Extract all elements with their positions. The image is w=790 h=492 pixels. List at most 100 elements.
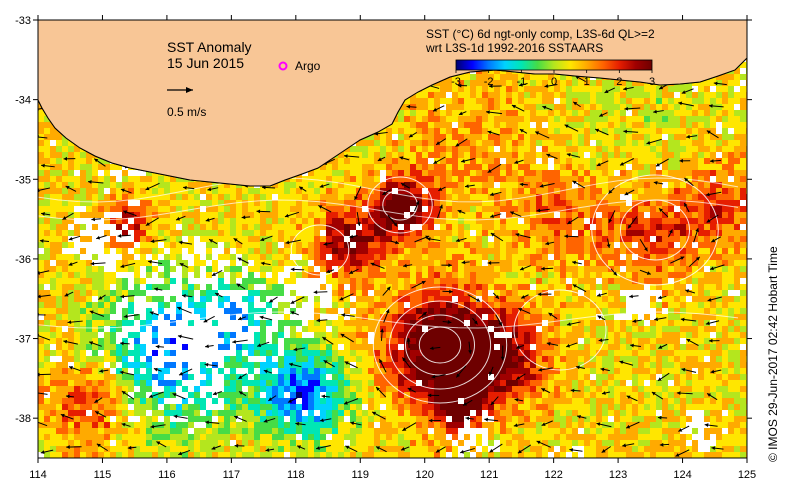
sst-pixel xyxy=(668,236,674,242)
sst-pixel xyxy=(158,206,164,212)
sst-pixel xyxy=(428,92,434,98)
sst-pixel xyxy=(158,242,164,248)
sst-pixel xyxy=(656,206,662,212)
sst-pixel xyxy=(590,242,596,248)
sst-pixel xyxy=(704,230,710,236)
sst-pixel xyxy=(542,98,548,104)
sst-pixel xyxy=(734,152,740,158)
sst-pixel xyxy=(374,146,380,152)
sst-pixel xyxy=(560,194,566,200)
sst-pixel xyxy=(380,248,386,254)
sst-pixel xyxy=(506,98,512,104)
sst-pixel xyxy=(710,236,716,242)
sst-pixel xyxy=(50,218,56,224)
sst-pixel xyxy=(638,188,644,194)
sst-pixel xyxy=(464,266,470,272)
sst-pixel xyxy=(722,230,728,236)
sst-pixel xyxy=(512,170,518,176)
sst-pixel xyxy=(716,104,722,110)
sst-pixel xyxy=(476,146,482,152)
sst-pixel xyxy=(590,212,596,218)
sst-pixel xyxy=(536,242,542,248)
sst-pixel xyxy=(194,218,200,224)
sst-pixel xyxy=(170,218,176,224)
sst-pixel xyxy=(734,206,740,212)
sst-pixel xyxy=(404,152,410,158)
sst-pixel xyxy=(56,260,62,266)
sst-pixel xyxy=(218,200,224,206)
sst-pixel xyxy=(506,74,512,80)
sst-pixel xyxy=(500,206,506,212)
sst-pixel xyxy=(470,212,476,218)
sst-pixel xyxy=(710,146,716,152)
sst-pixel xyxy=(446,140,452,146)
sst-pixel xyxy=(704,158,710,164)
sst-pixel xyxy=(614,212,620,218)
sst-pixel xyxy=(446,116,452,122)
sst-pixel xyxy=(470,74,476,80)
sst-pixel xyxy=(404,194,410,200)
sst-pixel xyxy=(554,164,560,170)
sst-pixel xyxy=(104,164,110,170)
sst-pixel xyxy=(560,248,566,254)
sst-pixel xyxy=(242,212,248,218)
sst-pixel xyxy=(650,140,656,146)
sst-pixel xyxy=(614,152,620,158)
sst-pixel xyxy=(602,224,608,230)
sst-pixel xyxy=(50,248,56,254)
sst-pixel xyxy=(236,218,242,224)
sst-pixel xyxy=(74,266,80,272)
sst-pixel xyxy=(50,254,56,260)
sst-pixel xyxy=(614,254,620,260)
sst-pixel xyxy=(704,140,710,146)
sst-pixel xyxy=(458,92,464,98)
sst-pixel xyxy=(434,146,440,152)
sst-pixel xyxy=(602,116,608,122)
sst-pixel xyxy=(614,92,620,98)
sst-pixel xyxy=(236,230,242,236)
sst-pixel xyxy=(410,242,416,248)
sst-pixel xyxy=(464,224,470,230)
sst-pixel xyxy=(404,140,410,146)
sst-pixel xyxy=(644,152,650,158)
sst-pixel xyxy=(518,110,524,116)
sst-pixel xyxy=(530,188,536,194)
sst-pixel xyxy=(302,182,308,188)
sst-pixel xyxy=(374,170,380,176)
sst-pixel xyxy=(560,206,566,212)
sst-pixel xyxy=(650,218,656,224)
sst-pixel xyxy=(632,110,638,116)
sst-pixel xyxy=(524,92,530,98)
sst-pixel xyxy=(86,158,92,164)
sst-pixel xyxy=(164,242,170,248)
sst-pixel xyxy=(524,98,530,104)
sst-pixel xyxy=(344,158,350,164)
sst-pixel xyxy=(116,188,122,194)
sst-pixel xyxy=(686,260,692,266)
sst-pixel xyxy=(722,140,728,146)
sst-pixel xyxy=(410,206,416,212)
sst-pixel xyxy=(44,182,50,188)
sst-pixel xyxy=(56,200,62,206)
sst-pixel xyxy=(476,134,482,140)
sst-pixel xyxy=(440,212,446,218)
sst-pixel xyxy=(728,146,734,152)
sst-pixel xyxy=(512,176,518,182)
sst-pixel xyxy=(674,218,680,224)
sst-pixel xyxy=(50,224,56,230)
sst-pixel xyxy=(608,152,614,158)
sst-pixel xyxy=(626,116,632,122)
sst-pixel xyxy=(428,116,434,122)
sst-pixel xyxy=(740,116,746,122)
sst-pixel xyxy=(578,104,584,110)
sst-pixel xyxy=(482,104,488,110)
sst-pixel xyxy=(698,158,704,164)
sst-pixel xyxy=(206,212,212,218)
sst-pixel xyxy=(62,218,68,224)
sst-pixel xyxy=(686,242,692,248)
sst-pixel xyxy=(434,164,440,170)
sst-pixel xyxy=(554,188,560,194)
sst-pixel xyxy=(356,152,362,158)
sst-pixel xyxy=(392,260,398,266)
sst-pixel xyxy=(374,194,380,200)
